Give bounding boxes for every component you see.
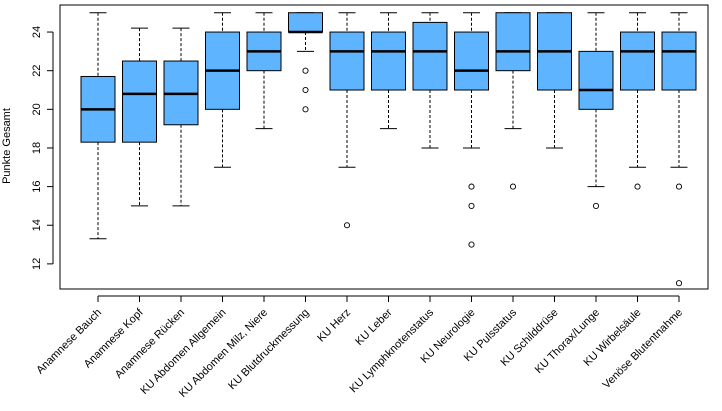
plot-frame bbox=[59, 4, 709, 290]
outlier-point bbox=[302, 86, 309, 94]
x-tick-label: Venöse Blutentnahme bbox=[601, 307, 686, 392]
box bbox=[122, 60, 157, 143]
box bbox=[329, 31, 365, 91]
x-tick-label: KU Herz bbox=[315, 307, 353, 345]
box bbox=[288, 12, 323, 33]
y-tick-label: 24 bbox=[31, 26, 43, 38]
x-tick-label: Anamnese Rücken bbox=[113, 307, 187, 381]
y-tick-label: 14 bbox=[31, 219, 43, 231]
outlier-point bbox=[468, 183, 475, 190]
box bbox=[578, 50, 614, 110]
outlier-point bbox=[675, 183, 683, 190]
outlier-point bbox=[675, 280, 683, 287]
box bbox=[371, 31, 406, 91]
outlier-point bbox=[509, 183, 517, 190]
outlier-point bbox=[592, 202, 600, 209]
outlier-point bbox=[468, 241, 475, 248]
x-tick-label: KU Leber bbox=[353, 306, 395, 348]
outlier-point bbox=[302, 67, 309, 74]
box bbox=[454, 31, 489, 91]
outlier-point bbox=[302, 106, 309, 113]
box bbox=[495, 12, 531, 72]
box bbox=[412, 21, 448, 91]
y-tick-label: 20 bbox=[31, 103, 43, 115]
x-tick-label: KU Abdomen Allgemein bbox=[138, 307, 228, 397]
box bbox=[661, 31, 697, 91]
x-tick-label: KU Lymphknotenstatus bbox=[348, 306, 437, 395]
y-axis-label: Punkte Gesamt bbox=[1, 108, 13, 184]
x-tick-label: KU Blutdruckmessung bbox=[226, 307, 311, 392]
box bbox=[620, 31, 655, 91]
outlier-point bbox=[343, 222, 351, 229]
y-tick-label: 12 bbox=[31, 258, 43, 270]
y-tick-label: 22 bbox=[31, 65, 43, 77]
outlier-point bbox=[468, 202, 475, 209]
outlier-point bbox=[634, 183, 641, 190]
y-tick-label: 18 bbox=[31, 142, 43, 154]
y-tick-label: 16 bbox=[31, 180, 43, 192]
